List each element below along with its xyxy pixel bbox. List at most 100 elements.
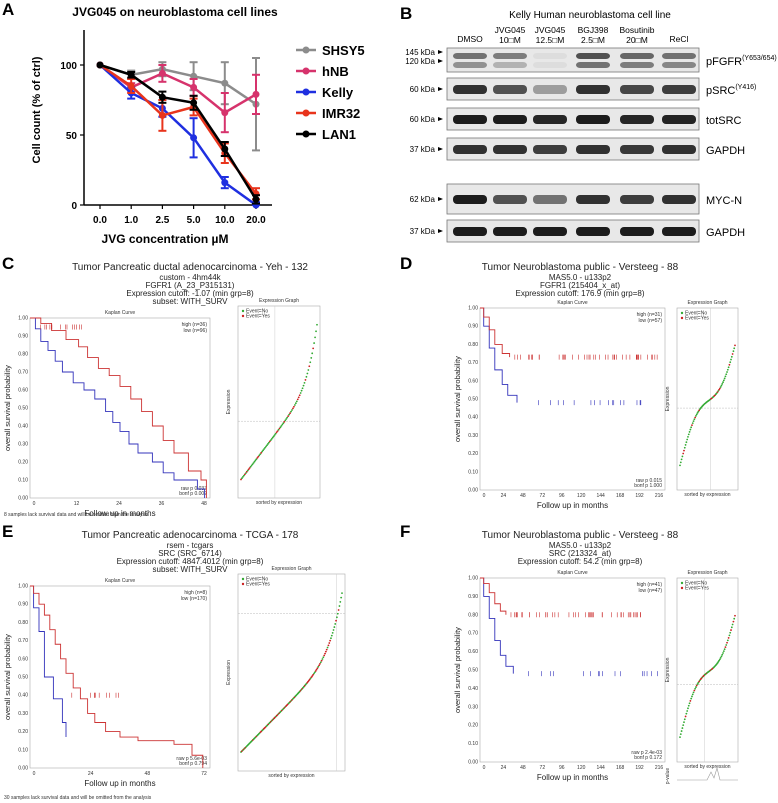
blot-band (662, 145, 696, 154)
expr-point (333, 626, 336, 628)
expr-point (686, 710, 689, 712)
expr-label: Expression Graph (259, 298, 299, 304)
km-y-tick: 0.80 (18, 352, 28, 358)
expr-point (313, 672, 315, 675)
expr-point (684, 444, 687, 446)
km-subtitle: Expression cutoff: 54.2 (min grp=8) (518, 557, 643, 566)
km-pvalue-bonf: bonf p 0.794 (179, 761, 207, 767)
expr-point (278, 427, 281, 430)
expr-point (687, 704, 690, 707)
expr-point (733, 347, 736, 350)
expr-point (283, 420, 286, 423)
blot-protein-label: pFGFR(Y653/654) (706, 55, 777, 68)
expr-point (315, 330, 317, 333)
expr-plot-frame (237, 305, 321, 499)
kda-marker: 60 kDa (410, 115, 436, 124)
expr-point (291, 409, 293, 411)
expr-point (319, 661, 322, 664)
km-x-tick: 48 (520, 765, 526, 771)
expr-point (721, 383, 724, 385)
expr-point (727, 366, 730, 369)
km-y-tick: 1.00 (468, 576, 478, 582)
expr-point (330, 634, 333, 637)
km-subtitle: rsem - tcgars (167, 541, 214, 550)
km-legend-low: low (n=47) (639, 588, 663, 594)
km-subtitle: MAS5.0 - u133p2 (549, 541, 612, 550)
expr-point (731, 623, 734, 626)
km-title: Tumor Neuroblastoma public - Versteeg - … (482, 530, 679, 541)
expr-point (262, 449, 265, 452)
km-curve-low (480, 307, 511, 358)
blot-band (453, 53, 487, 59)
expr-point (303, 381, 306, 384)
expr-point (338, 605, 341, 607)
expr-x-axis-label: sorted by expression (256, 500, 302, 506)
expr-point (723, 648, 726, 651)
blot-protein-label: totSRC (706, 115, 742, 127)
km-x-tick: 0 (483, 493, 486, 499)
footnote: 8 samples lack survival data and will be… (4, 512, 149, 518)
km-y-axis-label: overall survival probability (453, 356, 462, 442)
expr-point (722, 379, 725, 382)
kda-arrow (438, 59, 443, 63)
expr-point (726, 639, 729, 642)
expr-point (248, 467, 251, 469)
data-point (158, 93, 166, 101)
expr-point (726, 368, 729, 371)
blot-protein-label: pSRC(Y416) (706, 84, 756, 97)
km-y-tick: 0.60 (468, 649, 478, 655)
km-x-tick: 72 (201, 771, 207, 777)
expr-point (250, 464, 253, 467)
expr-point (243, 473, 246, 476)
km-subtitle: subset: WITH_SURV (153, 297, 229, 306)
expr-legend-no: Event=No (685, 311, 707, 317)
expr-legend-dot-yes (680, 316, 684, 320)
expr-point (682, 724, 685, 727)
expr-point (680, 730, 683, 732)
expr-point (292, 407, 294, 410)
km-y-tick: 0.50 (18, 406, 28, 412)
data-point (190, 83, 198, 91)
km-y-tick: 1.00 (468, 306, 478, 312)
expr-point (267, 443, 269, 445)
km-x-tick: 0 (483, 765, 486, 771)
km-y-tick: 0.50 (468, 668, 478, 674)
km-y-tick: 0.00 (468, 488, 478, 494)
kda-arrow (438, 50, 443, 54)
expr-point (244, 472, 247, 475)
km-y-tick: 0.90 (468, 594, 478, 600)
panel-letter-a: A (2, 0, 15, 19)
x-tick-label: 1.0 (124, 215, 138, 226)
km-y-tick: 0.90 (468, 324, 478, 330)
lane-label: JVG045 12.5□M (535, 25, 566, 45)
km-pvalue-bonf: bonf p 0.172 (634, 755, 662, 761)
panel-b-blots: Kelly Human neuroblastoma cell line DMSO… (405, 10, 777, 243)
expr-point (325, 648, 328, 651)
expr-x-axis-label: sorted by expression (684, 492, 730, 498)
blot-band (493, 53, 527, 59)
km-y-tick: 0.80 (468, 342, 478, 348)
km-subtitle: FGFR1 (215404_x_at) (540, 281, 620, 290)
km-subtitle: subset: WITH_SURV (153, 565, 229, 574)
data-point (221, 145, 229, 153)
blot-band (453, 145, 487, 154)
expr-point (318, 664, 320, 667)
km-curve-low (480, 577, 507, 615)
expr-point (331, 631, 334, 634)
expr-point (241, 477, 243, 480)
km-y-tick: 0.60 (18, 388, 28, 394)
km-curve-high (30, 317, 206, 498)
expr-point (682, 452, 685, 455)
expr-point (284, 419, 287, 422)
expr-plot-frame (237, 573, 346, 772)
blot-strip (446, 183, 700, 215)
km-y-tick: 0.70 (468, 360, 478, 366)
km-x-tick: 144 (596, 493, 605, 499)
legend-marker (302, 88, 310, 96)
expr-bottom-label: p-value (665, 768, 671, 785)
km-curve-high (480, 307, 518, 403)
km-pvalue-raw: raw p 0.037 (181, 486, 207, 492)
km-y-tick: 0.70 (18, 370, 28, 376)
data-point (190, 134, 198, 142)
expr-point (294, 402, 297, 405)
